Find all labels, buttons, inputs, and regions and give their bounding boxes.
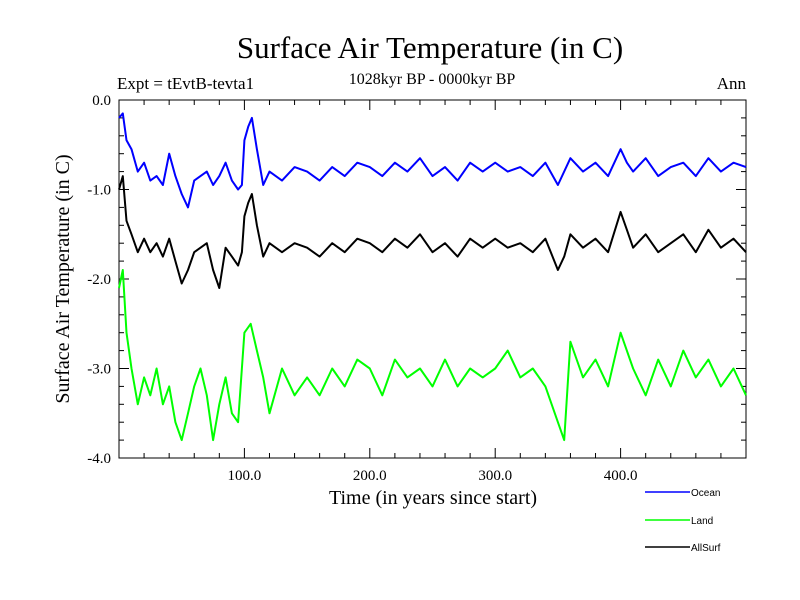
- y-tick-label: -3.0: [87, 362, 111, 378]
- chart-season: Ann: [717, 74, 747, 93]
- x-tick-label: 400.0: [604, 468, 638, 484]
- series-line-land: [118, 269, 747, 442]
- chart-experiment: Expt = tEvtB-tevta1: [117, 74, 254, 93]
- x-tick-label: 100.0: [228, 468, 262, 484]
- plot-frame: [118, 99, 747, 459]
- y-tick-label: -1.0: [87, 183, 111, 199]
- legend: Ocean Land AllSurf: [645, 488, 721, 554]
- legend-label-ocean: Ocean: [691, 488, 720, 499]
- chart-title: Surface Air Temperature (in C): [237, 30, 623, 65]
- axis-ticks: 100.0 200.0 300.0 400.0 0.0 -1.0 -2.0 -3.0 -4.0: [87, 93, 746, 484]
- y-axis-label: Surface Air Temperature (in C): [52, 154, 74, 403]
- x-axis-label: Time (in years since start): [329, 487, 537, 509]
- y-tick-label: -2.0: [87, 272, 111, 288]
- legend-label-land: Land: [691, 516, 713, 527]
- chart-subtitle: 1028kyr BP - 0000kyr BP: [349, 71, 516, 88]
- y-tick-label: 0.0: [92, 93, 111, 109]
- data-series: [118, 112, 747, 442]
- x-tick-label: 200.0: [353, 468, 387, 484]
- y-tick-label: -4.0: [87, 451, 111, 467]
- series-line-ocean: [118, 112, 747, 209]
- x-tick-label: 300.0: [478, 468, 512, 484]
- legend-label-allsurf: AllSurf: [691, 543, 721, 554]
- series-line-allsurf: [118, 175, 747, 289]
